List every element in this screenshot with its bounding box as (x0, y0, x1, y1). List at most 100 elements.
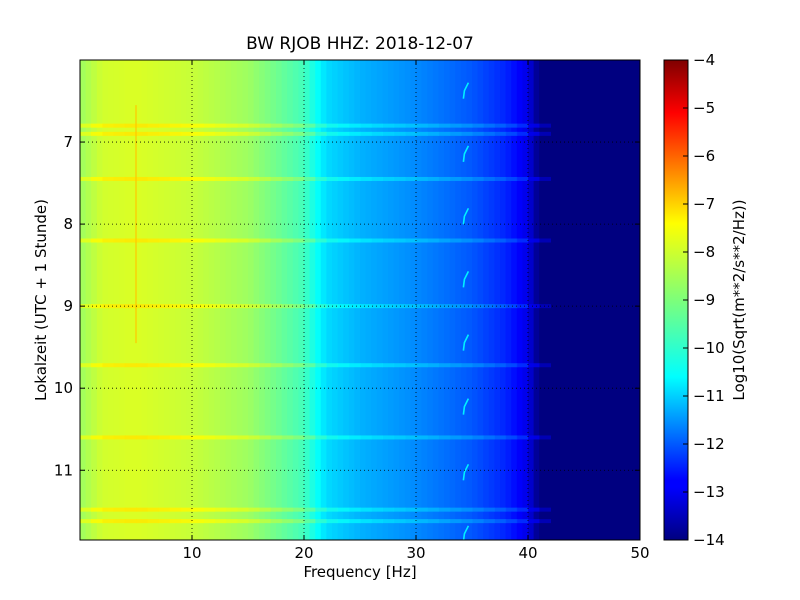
heatmap-band-cell (236, 123, 249, 128)
heatmap-band-cell (337, 238, 350, 243)
chirp-feature (462, 334, 470, 351)
heatmap-band-cell (292, 507, 305, 512)
heatmap-band-cell (270, 176, 283, 181)
heatmap-band-cell (259, 123, 271, 128)
heatmap-band-cell (281, 176, 294, 181)
heatmap-band-cell (136, 363, 148, 368)
heatmap-band-cell (460, 519, 473, 524)
heatmap-band-cell (102, 363, 115, 368)
heatmap-band-cell (180, 238, 193, 243)
heatmap-band-cell (360, 363, 372, 368)
heatmap-column (623, 60, 630, 540)
chirp-feature (462, 207, 470, 225)
heatmap-column (561, 60, 568, 540)
heatmap-band-cell (158, 519, 171, 524)
heatmap-band-cell (516, 304, 529, 309)
heatmap-band-cell (393, 507, 406, 512)
heatmap-band-cell (382, 123, 395, 128)
heatmap-band-cell (539, 363, 551, 368)
heatmap-band-cell (203, 507, 215, 512)
heatmap-band-cell (236, 304, 249, 309)
heatmap-bands (80, 123, 551, 524)
heatmap-band-cell (427, 363, 439, 368)
heatmap-band-cell (472, 123, 484, 128)
x-tick-label: 30 (406, 544, 425, 562)
heatmap-band-cell (91, 176, 103, 181)
heatmap-band-cell (404, 304, 417, 309)
heatmap-band-cell (348, 304, 361, 309)
heatmap-columns (80, 60, 640, 540)
y-tick-label: 11 (54, 461, 73, 479)
heatmap-column (91, 60, 98, 540)
heatmap-band-cell (528, 238, 540, 243)
heatmap-band-cell (416, 123, 428, 128)
heatmap-column (628, 60, 635, 540)
heatmap-band-cell (326, 519, 339, 524)
heatmap-band-cell (393, 238, 406, 243)
heatmap-band-cell (136, 176, 148, 181)
heatmap-band-cell (483, 363, 495, 368)
heatmap-band-cell (180, 123, 193, 128)
heatmap-band-cell (472, 363, 484, 368)
colorbar-tick-label: −11 (693, 387, 725, 405)
heatmap-band-cell (203, 176, 215, 181)
heatmap-column (85, 60, 92, 540)
heatmap-band-cell (292, 131, 305, 136)
heatmap-band-cell (460, 176, 473, 181)
heatmap-band-cell (225, 363, 238, 368)
heatmap-column (544, 60, 551, 540)
heatmap-band-cell (113, 123, 126, 128)
heatmap-column (337, 60, 344, 540)
heatmap-band-cell (505, 131, 518, 136)
heatmap-band-cell (516, 176, 529, 181)
heatmap-band-cell (203, 304, 215, 309)
heatmap-band-cell (203, 363, 215, 368)
heatmap-band-cell (113, 131, 126, 136)
heatmap-band-cell (438, 363, 451, 368)
heatmap-band-cell (113, 519, 126, 524)
heatmap-band-cell (304, 519, 316, 524)
heatmap-band-cell (539, 238, 551, 243)
colorbar-tick-label: −4 (693, 51, 715, 69)
heatmap-band-cell (259, 507, 271, 512)
colorbar-label: Log10(Sqrt(m**2/s**2/Hz)) (730, 199, 748, 400)
heatmap-band-cell (91, 519, 103, 524)
heatmap-band-cell (80, 238, 92, 243)
x-tick-label: 40 (518, 544, 537, 562)
heatmap-column (164, 60, 171, 540)
heatmap-band-cell (225, 304, 238, 309)
chirp-feature (462, 463, 470, 481)
heatmap-band-cell (248, 519, 260, 524)
gridlines (80, 60, 640, 540)
heatmap-column (158, 60, 165, 540)
x-tick-label: 10 (182, 544, 201, 562)
heatmap-band-cell (416, 304, 428, 309)
heatmap-band-cell (371, 363, 383, 368)
heatmap-band-cell (393, 123, 406, 128)
heatmap-column (326, 60, 333, 540)
heatmap-band-cell (348, 238, 361, 243)
x-axis-label: Frequency [Hz] (303, 563, 416, 581)
heatmap-band-cell (91, 238, 103, 243)
heatmap-column (472, 60, 479, 540)
heatmap-band-cell (304, 131, 316, 136)
heatmap-band-cell (326, 507, 339, 512)
heatmap-column (192, 60, 199, 540)
heatmap-band-cell (136, 123, 148, 128)
heatmap-column (332, 60, 339, 540)
heatmap-band-cell (460, 363, 473, 368)
heatmap-band-cell (292, 435, 305, 440)
heatmap-band-cell (113, 363, 126, 368)
heatmap-column (141, 60, 148, 540)
heatmap-band-cell (203, 123, 215, 128)
heatmap-column (242, 60, 249, 540)
heatmap-band-cell (483, 131, 495, 136)
heatmap-column (214, 60, 221, 540)
heatmap-band-cell (169, 304, 182, 309)
heatmap-column (600, 60, 607, 540)
heatmap-band-cell (539, 176, 551, 181)
heatmap-column (460, 60, 467, 540)
heatmap-band-cell (438, 507, 451, 512)
heatmap-band-cell (270, 131, 283, 136)
heatmap-band-cell (472, 238, 484, 243)
